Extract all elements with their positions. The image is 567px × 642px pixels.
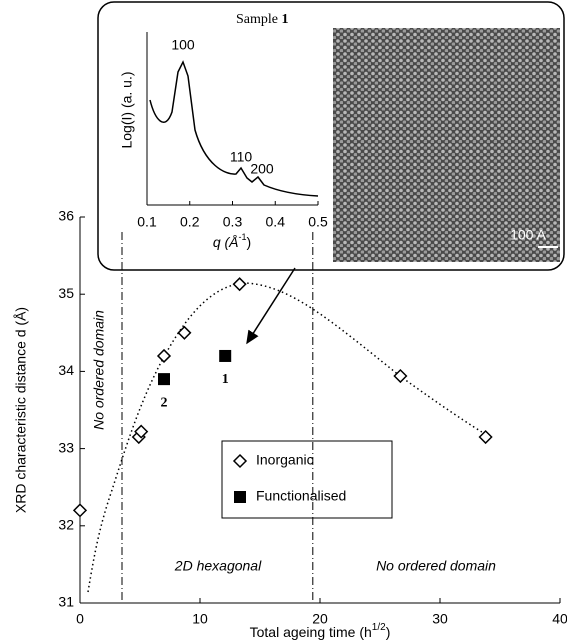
inset-x-axis-label: q (Å-1)	[213, 232, 251, 249]
x-tick-label: 40	[552, 611, 567, 627]
peak-label: 110	[230, 149, 253, 165]
x-axis-label-part: )	[386, 624, 391, 640]
point	[156, 348, 172, 364]
x-axis-label-part: Total ageing time (h	[250, 624, 372, 640]
y-tick-label: 36	[58, 208, 74, 224]
inset-x-axis-label-part: q (Å	[213, 234, 239, 250]
inset-x-tick-label: 0.2	[180, 214, 200, 230]
inset-title-bold: 1	[282, 12, 289, 27]
point	[177, 325, 192, 340]
x-axis-label-part: 1/2	[372, 622, 386, 633]
point	[72, 503, 88, 518]
y-axis-label: XRD characteristic distance d (Å)	[13, 307, 29, 513]
point	[232, 277, 247, 292]
legend-swatch	[232, 453, 248, 469]
point	[158, 373, 170, 386]
inset-title: Sample 1	[236, 12, 289, 27]
y-tick-label: 32	[58, 517, 74, 533]
point-label: 1	[222, 372, 229, 387]
scale-bar-label: 100 A	[510, 227, 546, 243]
x-tick-label: 30	[432, 611, 448, 627]
tem-image	[333, 28, 560, 262]
legend	[221, 440, 393, 519]
x-tick-label: 0	[76, 611, 84, 627]
point	[219, 349, 232, 362]
inset-y-axis-label: Log(I) (a. u.)	[119, 71, 135, 148]
y-tick-label: 31	[58, 594, 74, 610]
xrd-curve	[149, 60, 319, 197]
inset-x-tick-label: 0.5	[308, 214, 328, 230]
x-axis-label: Total ageing time (h1/2)	[250, 622, 391, 640]
peak-label: 100	[171, 37, 195, 53]
inset-x-axis-label-part: -1	[239, 232, 247, 242]
peak-label: 200	[250, 161, 274, 177]
inset-x-tick-label: 0.4	[266, 214, 286, 230]
inset-x-tick-label: 0.1	[137, 214, 157, 230]
x-tick-label: 20	[312, 611, 328, 627]
legend-swatch	[234, 491, 246, 503]
point-label: 2	[161, 395, 168, 410]
legend-label: Inorganic	[256, 452, 314, 468]
point	[393, 368, 408, 384]
arrow	[246, 267, 296, 345]
region-label: No ordered domain	[376, 558, 496, 574]
point	[478, 429, 493, 445]
legend-label: Functionalised	[256, 488, 346, 504]
inset-x-axis-label-part: )	[247, 234, 252, 250]
inset-title-text: Sample	[236, 12, 282, 27]
y-tick-label: 34	[58, 362, 74, 378]
x-tick-label: 10	[192, 611, 208, 627]
y-tick-label: 35	[58, 285, 74, 301]
y-tick-label: 33	[58, 439, 74, 455]
region-label: 2D hexagonal	[174, 558, 262, 574]
inset-x-tick-label: 0.3	[223, 214, 243, 230]
point	[134, 424, 149, 439]
region-label: No ordered domain	[91, 310, 107, 430]
fit-curve	[87, 282, 491, 593]
